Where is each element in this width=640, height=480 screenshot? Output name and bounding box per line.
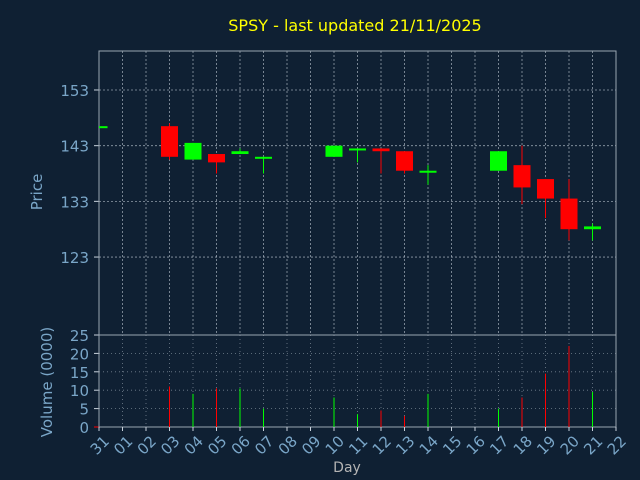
x-tick-label: 03 bbox=[157, 432, 183, 458]
volume-tick-label: 5 bbox=[79, 401, 89, 419]
x-tick-label: 17 bbox=[486, 432, 512, 458]
candle-body bbox=[161, 126, 178, 157]
candle-body bbox=[537, 179, 554, 199]
x-tick-label: 20 bbox=[557, 432, 583, 458]
candle-body bbox=[349, 148, 366, 151]
x-tick-label: 16 bbox=[463, 432, 489, 458]
candle-body bbox=[513, 165, 531, 188]
x-tick-label: 01 bbox=[110, 432, 136, 458]
x-tick-label: 13 bbox=[392, 432, 418, 458]
volume-axis-label: Volume (0000) bbox=[38, 327, 56, 437]
candle-body bbox=[208, 154, 225, 163]
x-tick-label: 11 bbox=[345, 432, 371, 458]
volume-plot-frame bbox=[98, 334, 617, 428]
x-tick-label: 14 bbox=[416, 432, 442, 458]
price-tick-label: 143 bbox=[60, 138, 89, 156]
candle-body bbox=[584, 226, 601, 230]
volume-tick-label: 10 bbox=[70, 382, 89, 400]
x-tick-label: 12 bbox=[369, 432, 395, 458]
candle-body bbox=[255, 156, 272, 159]
price-tick-label: 133 bbox=[60, 193, 89, 211]
x-axis-label: Day bbox=[333, 460, 361, 476]
price-tick-label: 123 bbox=[60, 249, 89, 267]
candle-body bbox=[419, 170, 437, 173]
x-tick-label: 04 bbox=[181, 432, 207, 458]
price-axis-label: Price bbox=[28, 174, 46, 211]
x-tick-label: 06 bbox=[228, 432, 254, 458]
volume-tick-label: 25 bbox=[70, 327, 89, 345]
x-tick-label: 31 bbox=[87, 432, 113, 458]
candle-body bbox=[372, 148, 390, 152]
price-panel: 123 133 143 153 bbox=[60, 50, 617, 336]
x-tick-label: 21 bbox=[580, 432, 606, 458]
candle-body bbox=[99, 126, 108, 129]
price-tick-label: 153 bbox=[60, 82, 89, 100]
x-tick-label: 10 bbox=[322, 432, 348, 458]
candle-body bbox=[396, 151, 413, 171]
chart-title: SPSY - last updated 21/11/2025 bbox=[228, 16, 481, 35]
volume-tick-label: 15 bbox=[70, 364, 89, 382]
candle-body bbox=[231, 151, 249, 155]
candle-body bbox=[560, 198, 578, 230]
candle-body bbox=[184, 142, 202, 160]
x-tick-label: 15 bbox=[439, 432, 465, 458]
x-tick-label: 19 bbox=[533, 432, 559, 458]
x-tick-label: 18 bbox=[510, 432, 536, 458]
candle-body bbox=[325, 145, 343, 157]
candle-body bbox=[490, 151, 507, 171]
volume-tick-label: 20 bbox=[70, 345, 89, 363]
volume-tick-label: 0 bbox=[79, 419, 89, 437]
x-tick-label: 22 bbox=[604, 432, 630, 458]
x-tick-label: 05 bbox=[204, 432, 230, 458]
x-axis: 3101020304050607080910111213141516171819… bbox=[87, 427, 630, 458]
x-tick-label: 07 bbox=[251, 432, 277, 458]
x-tick-label: 09 bbox=[298, 432, 324, 458]
x-tick-label: 08 bbox=[275, 432, 301, 458]
x-tick-label: 02 bbox=[134, 432, 160, 458]
